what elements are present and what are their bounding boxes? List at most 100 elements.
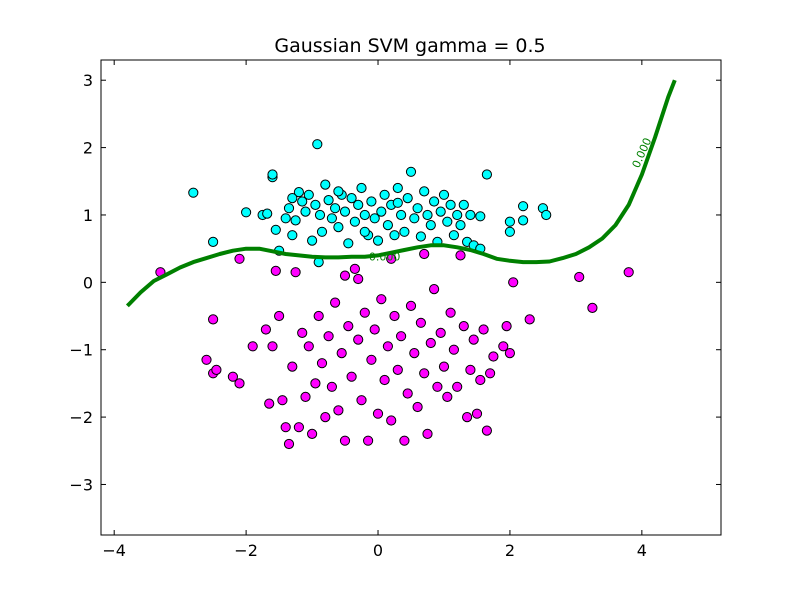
scatter-point-series-0-80 bbox=[392, 197, 403, 208]
scatter-point-series-0-19 bbox=[312, 139, 323, 150]
scatter-point-series-1-42 bbox=[369, 324, 380, 335]
scatter-point-series-1-71 bbox=[465, 364, 476, 375]
y-tick-label: −3 bbox=[69, 475, 93, 494]
scatter-point-series-0-70 bbox=[475, 211, 486, 222]
scatter-point-series-0-9 bbox=[280, 213, 291, 224]
scatter-point-series-0-81 bbox=[359, 226, 370, 237]
scatter-point-series-1-12 bbox=[270, 265, 281, 276]
scatter-point-series-1-27 bbox=[320, 412, 331, 423]
scatter-point-series-1-2 bbox=[208, 314, 219, 325]
scatter-point-series-0-74 bbox=[518, 215, 529, 226]
scatter-point-series-0-7 bbox=[270, 224, 281, 235]
x-tick-label: −4 bbox=[102, 541, 126, 560]
scatter-point-series-0-45 bbox=[392, 182, 403, 194]
scatter-point-series-1-36 bbox=[349, 263, 360, 274]
scatter-point-series-0-49 bbox=[405, 166, 417, 177]
scatter-point-series-1-72 bbox=[468, 334, 479, 345]
scatter-point-series-1-85 bbox=[587, 302, 598, 313]
scatter-point-series-0-42 bbox=[382, 220, 393, 231]
plot-area bbox=[101, 60, 721, 535]
scatter-point-series-1-37 bbox=[353, 334, 364, 345]
scatter-point-series-1-44 bbox=[376, 294, 387, 305]
scatter-point-series-1-4 bbox=[211, 364, 222, 375]
scatter-point-series-1-81 bbox=[504, 348, 515, 359]
scatter-point-series-1-65 bbox=[445, 307, 456, 318]
scatter-point-series-0-75 bbox=[518, 201, 529, 212]
scatter-point-series-1-31 bbox=[333, 405, 344, 416]
scatter-point-series-1-11 bbox=[267, 341, 278, 352]
scatter-point-series-1-56 bbox=[415, 317, 426, 328]
scatter-point-series-0-2 bbox=[241, 207, 252, 218]
decision-boundary-line bbox=[125, 79, 677, 308]
scatter-point-series-0-54 bbox=[422, 209, 433, 221]
x-tick-label: 4 bbox=[637, 541, 647, 560]
scatter-point-series-1-35 bbox=[346, 371, 357, 382]
scatter-point-series-0-4 bbox=[262, 208, 273, 219]
scatter-point-series-1-73 bbox=[471, 408, 483, 419]
scatter-point-series-1-5 bbox=[227, 371, 238, 382]
scatter-point-series-0-58 bbox=[435, 206, 446, 217]
scatter-point-series-0-1 bbox=[208, 236, 219, 247]
scatter-point-series-1-21 bbox=[300, 391, 311, 402]
scatter-point-series-1-6 bbox=[234, 378, 245, 389]
scatter-point-series-1-68 bbox=[455, 250, 466, 261]
scatter-point-series-1-19 bbox=[293, 422, 304, 433]
scatter-point-series-0-6 bbox=[267, 169, 278, 180]
scatter-point-series-1-62 bbox=[435, 327, 446, 338]
scatter-point-series-1-59 bbox=[425, 337, 436, 349]
scatter-point-series-0-79 bbox=[333, 186, 344, 197]
y-tick-label: 3 bbox=[83, 71, 93, 90]
scatter-point-series-0-23 bbox=[320, 179, 331, 190]
scatter-point-series-1-83 bbox=[524, 314, 535, 325]
scatter-point-series-1-1 bbox=[201, 354, 212, 365]
scatter-point-series-1-52 bbox=[402, 388, 413, 399]
scatter-point-series-0-24 bbox=[323, 195, 334, 206]
scatter-point-series-0-15 bbox=[300, 206, 311, 217]
scatter-point-series-1-25 bbox=[313, 310, 324, 322]
scatter-point-series-0-13 bbox=[293, 187, 304, 198]
scatter-point-series-0-51 bbox=[412, 203, 423, 214]
scatter-point-series-0-26 bbox=[330, 203, 341, 214]
scatter-point-series-0-77 bbox=[541, 209, 552, 221]
marks-layer bbox=[155, 139, 634, 450]
x-tick-label: −2 bbox=[234, 541, 258, 560]
scatter-point-series-0-71 bbox=[481, 169, 492, 180]
scatter-point-series-0-62 bbox=[448, 230, 459, 241]
scatter-point-series-0-44 bbox=[389, 230, 400, 241]
scatter-point-series-1-66 bbox=[448, 344, 459, 355]
scatter-point-series-1-26 bbox=[316, 358, 328, 369]
scatter-point-series-1-18 bbox=[290, 267, 301, 278]
scatter-point-series-1-77 bbox=[485, 368, 496, 379]
scatter-point-series-0-48 bbox=[402, 193, 413, 204]
plot-frame bbox=[100, 59, 722, 536]
scatter-point-series-0-35 bbox=[359, 209, 370, 221]
scatter-point-series-1-45 bbox=[379, 374, 390, 386]
scatter-point-series-1-79 bbox=[498, 341, 509, 352]
scatter-point-series-0-41 bbox=[379, 189, 390, 200]
scatter-point-series-1-89 bbox=[339, 270, 351, 281]
scatter-point-series-0-17 bbox=[307, 235, 318, 246]
scatter-point-series-0-18 bbox=[310, 199, 321, 210]
scatter-point-series-1-87 bbox=[353, 273, 364, 285]
scatter-point-series-0-53 bbox=[419, 186, 430, 197]
scatter-point-series-1-58 bbox=[422, 428, 433, 439]
scatter-point-series-1-51 bbox=[399, 435, 410, 446]
scatter-point-series-0-16 bbox=[303, 189, 314, 200]
scatter-point-series-0-30 bbox=[343, 238, 354, 249]
scatter-point-series-0-10 bbox=[283, 203, 295, 214]
scatter-point-series-0-31 bbox=[346, 193, 357, 204]
scatter-point-series-1-50 bbox=[396, 331, 407, 342]
scatter-point-series-0-14 bbox=[297, 196, 308, 207]
scatter-point-series-0-73 bbox=[504, 226, 515, 237]
scatter-point-series-1-46 bbox=[382, 341, 393, 352]
scatter-point-series-1-88 bbox=[419, 248, 430, 260]
scatter-point-series-0-34 bbox=[356, 182, 367, 194]
scatter-point-series-1-38 bbox=[356, 395, 367, 406]
scatter-point-series-0-29 bbox=[339, 206, 351, 217]
scatter-point-series-1-84 bbox=[574, 271, 585, 283]
scatter-point-series-0-21 bbox=[314, 209, 326, 221]
scatter-point-series-1-61 bbox=[432, 381, 443, 392]
scatter-point-series-1-10 bbox=[264, 398, 275, 409]
ticks-layer: −4 −2 0 2 4 3 2 1 0 −1 −2 −3 bbox=[69, 60, 721, 560]
scatter-point-series-1-9 bbox=[260, 324, 271, 335]
